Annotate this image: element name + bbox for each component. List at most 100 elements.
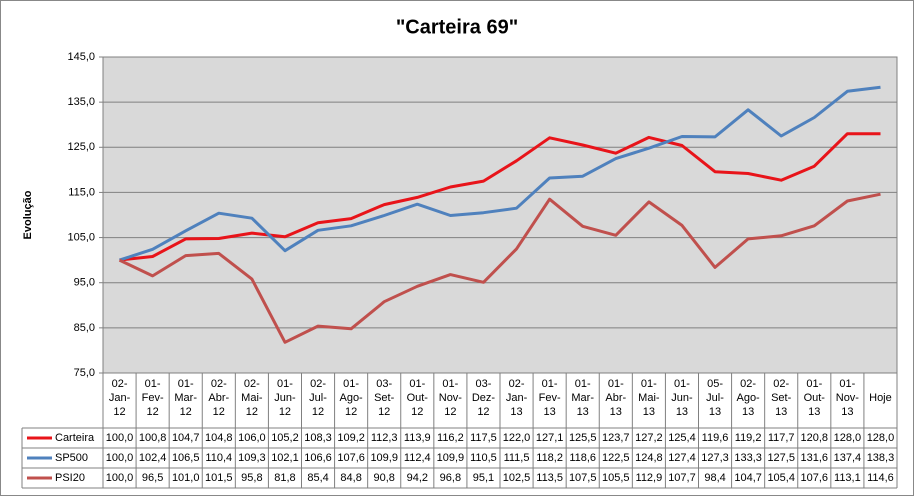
table-value: 125,5 <box>569 432 597 444</box>
x-tick-label: 02-Abr-12 <box>208 378 230 418</box>
table-value: 113,1 <box>834 472 861 484</box>
table-value: 117,7 <box>768 432 795 444</box>
table-value: 84,8 <box>340 472 361 484</box>
y-tick-label: 85,0 <box>74 322 95 334</box>
x-tick-label: 02-Jan-13 <box>505 378 528 418</box>
x-tick-label: 01-Jun-12 <box>274 378 296 418</box>
table-value: 123,7 <box>602 432 630 444</box>
table-value: 137,4 <box>834 452 862 464</box>
x-tick-label: 01-Nov-13 <box>835 378 859 418</box>
table-value: 127,1 <box>536 432 564 444</box>
chart-title: "Carteira 69" <box>396 16 518 38</box>
table-value: 100,0 <box>106 452 134 464</box>
x-tick-label: 02-Jul-12 <box>309 378 327 418</box>
x-tick-label: Hoje <box>869 392 892 404</box>
x-tick-label: 01-Nov-12 <box>438 378 462 418</box>
legend-label: PSI20 <box>55 472 85 484</box>
table-value: 96,5 <box>142 472 163 484</box>
x-tick-label: 02-Ago-13 <box>736 378 760 418</box>
table-value: 90,8 <box>373 472 394 484</box>
table-value: 118,6 <box>569 452 596 464</box>
table-value: 138,3 <box>867 452 895 464</box>
table-value: 109,9 <box>437 452 465 464</box>
table-value: 128,0 <box>834 432 862 444</box>
x-tick-label: 01-Abr-13 <box>605 378 627 418</box>
table-value: 110,4 <box>205 452 232 464</box>
table-value: 128,0 <box>867 432 895 444</box>
x-tick-label: 01-Mai-13 <box>638 378 660 418</box>
table-value: 104,7 <box>172 432 200 444</box>
x-tick-label: 01-Fev-13 <box>538 378 561 418</box>
table-value: 106,5 <box>172 452 200 464</box>
table-value: 124,8 <box>635 452 663 464</box>
table-value: 102,4 <box>139 452 167 464</box>
table-value: 113,5 <box>536 472 563 484</box>
table-value: 105,2 <box>271 432 299 444</box>
table-value: 107,6 <box>337 452 365 464</box>
series-line <box>119 85 881 262</box>
table-value: 127,4 <box>668 452 696 464</box>
table-value: 119,2 <box>735 432 762 444</box>
legend-label: Carteira <box>55 432 95 444</box>
x-tick-label: 03-Dez-12 <box>471 378 496 418</box>
table-value: 81,8 <box>274 472 295 484</box>
x-tick-label: 01-Fev-12 <box>141 378 164 418</box>
table-value: 95,1 <box>473 472 494 484</box>
table-value: 105,4 <box>767 472 795 484</box>
table-value: 112,4 <box>404 452 431 464</box>
table-value: 104,8 <box>205 432 233 444</box>
table-value: 127,5 <box>767 452 795 464</box>
y-tick-label: 115,0 <box>68 186 95 198</box>
x-tick-label: 02-Jan-12 <box>108 378 131 418</box>
table-value: 102,1 <box>271 452 299 464</box>
x-tick-label: 01-Out-12 <box>406 378 428 418</box>
table-value: 104,7 <box>734 472 762 484</box>
table-value: 106,0 <box>238 432 266 444</box>
table-value: 109,3 <box>238 452 266 464</box>
table-value: 112,9 <box>636 472 663 484</box>
x-tick-label: 03-Set-12 <box>374 378 395 418</box>
table-value: 116,2 <box>437 432 464 444</box>
table-value: 119,6 <box>702 432 729 444</box>
table-value: 100,0 <box>106 472 134 484</box>
table-value: 105,5 <box>602 472 630 484</box>
table-value: 111,5 <box>504 452 530 464</box>
y-tick-label: 95,0 <box>74 277 95 289</box>
table-value: 107,6 <box>801 472 829 484</box>
table-value: 107,7 <box>668 472 696 484</box>
table-value: 108,3 <box>304 432 332 444</box>
table-value: 131,6 <box>801 452 829 464</box>
table-value: 125,4 <box>668 432 696 444</box>
table-value: 100,0 <box>106 432 134 444</box>
table-value: 114,6 <box>867 472 894 484</box>
table-value: 112,3 <box>371 432 398 444</box>
table-value: 106,6 <box>304 452 332 464</box>
x-tick-label: 01-Mar-13 <box>571 378 594 418</box>
y-tick-label: 145,0 <box>67 51 95 63</box>
x-tick-label: 05-Jul-13 <box>706 378 724 418</box>
table-value: 95,8 <box>241 472 262 484</box>
y-axis-title: Evolução <box>22 190 34 239</box>
table-value: 101,5 <box>205 472 233 484</box>
table-value: 100,8 <box>139 432 167 444</box>
table-value: 101,0 <box>172 472 200 484</box>
table-value: 122,5 <box>602 452 630 464</box>
table-value: 110,5 <box>470 452 497 464</box>
table-value: 85,4 <box>307 472 328 484</box>
x-tick-label: 01-Out-13 <box>803 378 825 418</box>
table-value: 107,5 <box>569 472 597 484</box>
table-value: 94,2 <box>407 472 428 484</box>
x-tick-label: 01-Jun-13 <box>671 378 693 418</box>
table-value: 113,9 <box>404 432 431 444</box>
y-tick-label: 135,0 <box>67 96 95 108</box>
series-line <box>118 192 881 344</box>
y-tick-label: 75,0 <box>74 367 95 379</box>
table-value: 102,5 <box>503 472 531 484</box>
table-value: 118,2 <box>536 452 563 464</box>
table-value: 120,8 <box>801 432 829 444</box>
y-tick-label: 125,0 <box>67 141 95 153</box>
legend-label: SP500 <box>55 452 88 464</box>
table-value: 109,2 <box>337 432 365 444</box>
